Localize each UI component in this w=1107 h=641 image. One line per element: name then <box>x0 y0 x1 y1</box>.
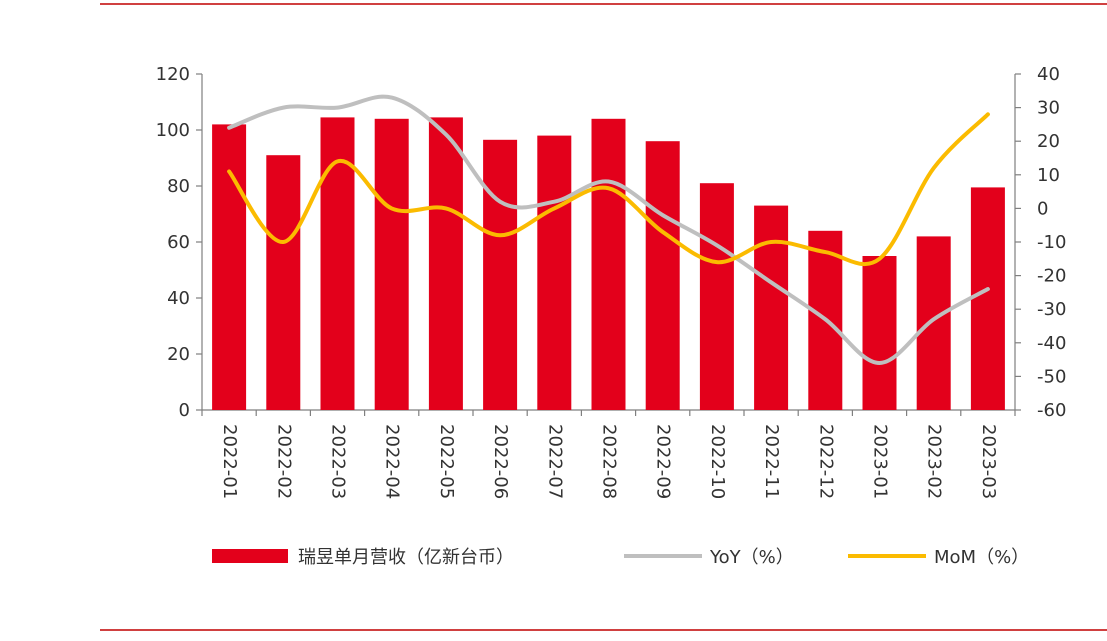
revenue-bar <box>754 205 789 410</box>
revenue-bar <box>428 117 463 411</box>
legend: 瑞昱单月营收（亿新台币） YoY（%） MoM（%） <box>212 547 1029 568</box>
revenue-bar <box>862 256 897 410</box>
x-tick-label: 2022-07 <box>544 424 565 499</box>
bars-layer <box>212 117 1005 411</box>
y-right-tick-label: 30 <box>1037 98 1060 119</box>
y-left-tick-label: 0 <box>179 400 190 421</box>
x-tick-label: 2022-03 <box>328 424 349 499</box>
revenue-bar <box>645 141 680 410</box>
revenue-bar <box>212 124 247 411</box>
axes-layer: 0 20 40 60 80 100 120 -60 -50 -40 -30 -20 -10 0 10 20 30… <box>156 64 1067 499</box>
y-right-tick-label: 0 <box>1037 198 1048 219</box>
y-right-tick-label: -20 <box>1037 266 1066 287</box>
legend-revenue: 瑞昱单月营收（亿新台币） <box>298 547 514 568</box>
y-right-tick-label: -10 <box>1037 232 1066 253</box>
y-right-tick-label: -40 <box>1037 333 1066 354</box>
revenue-bar <box>320 117 355 411</box>
revenue-bar <box>916 236 951 410</box>
x-tick-label: 2022-09 <box>653 424 674 499</box>
y-left-tick-label: 40 <box>167 288 190 309</box>
revenue-bar <box>483 139 518 411</box>
y-right-tick-label: -60 <box>1037 400 1066 421</box>
revenue-bar <box>374 118 409 411</box>
y-right-tick-label: -50 <box>1037 366 1066 387</box>
x-tick-label: 2022-08 <box>599 424 620 499</box>
x-tick-label: 2022-12 <box>815 424 836 499</box>
x-tick-label: 2023-02 <box>924 424 945 499</box>
revenue-bar <box>537 135 572 410</box>
y-left-tick-label: 20 <box>167 344 190 365</box>
revenue-bar <box>266 155 301 410</box>
lines-layer <box>227 94 990 365</box>
y-left-tick-label: 120 <box>156 64 190 85</box>
yoy-line <box>227 94 990 365</box>
mom-line <box>227 112 990 266</box>
x-tick-label: 2022-01 <box>219 424 240 499</box>
legend-mom: MoM（%） <box>934 547 1029 568</box>
y-left-tick-label: 80 <box>167 176 190 197</box>
revenue-bar <box>591 118 626 411</box>
legend-bar-swatch <box>212 549 288 563</box>
y-right-tick-label: 10 <box>1037 165 1060 186</box>
x-tick-label: 2022-11 <box>761 424 782 499</box>
x-tick-label: 2022-05 <box>436 424 457 499</box>
revenue-bar <box>699 183 734 410</box>
y-left-tick-label: 60 <box>167 232 190 253</box>
y-right-tick-label: -30 <box>1037 299 1066 320</box>
x-tick-label: 2023-03 <box>978 424 999 499</box>
x-tick-label: 2022-06 <box>490 424 511 499</box>
revenue-bar <box>970 187 1005 410</box>
x-tick-label: 2022-10 <box>707 424 728 499</box>
x-tick-label: 2022-04 <box>382 424 403 499</box>
y-right-tick-label: 40 <box>1037 64 1060 85</box>
y-right-tick-label: 20 <box>1037 131 1060 152</box>
x-tick-label: 2022-02 <box>273 424 294 499</box>
legend-yoy: YoY（%） <box>709 547 794 568</box>
y-left-tick-label: 100 <box>156 120 190 141</box>
x-tick-label: 2023-01 <box>870 424 891 499</box>
